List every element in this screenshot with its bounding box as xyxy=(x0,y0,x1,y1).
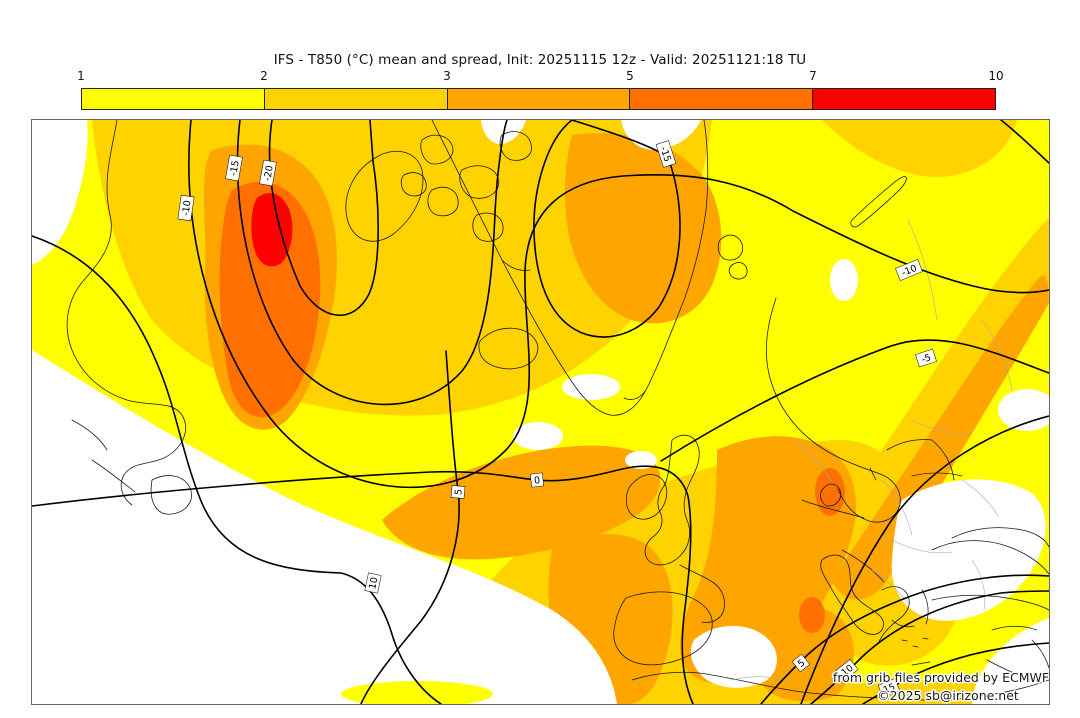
colorbar-ticks: 1 2 3 5 7 10 xyxy=(77,69,1003,84)
colorbar-segment-1-2 xyxy=(82,89,265,109)
colorbar-tick-label: 10 xyxy=(988,69,1004,83)
svg-text:-10: -10 xyxy=(900,263,919,279)
contour-minus10 xyxy=(188,120,1049,489)
svg-text:0: 0 xyxy=(534,475,541,487)
svg-text:10: 10 xyxy=(367,576,380,590)
svg-text:15: 15 xyxy=(882,682,897,697)
coast-bottom-right xyxy=(986,625,1049,681)
coast-arctic-islands xyxy=(345,131,532,242)
colorbar xyxy=(81,88,996,110)
contour-minus5 xyxy=(660,339,1049,462)
colorbar-tick-label: 3 xyxy=(443,69,451,83)
svg-text:-20: -20 xyxy=(262,165,276,182)
contour-labels: -20 -15 -15 -10 -10 -5 0 5 5 10 10 15 xyxy=(177,140,937,698)
coast-north-america xyxy=(66,120,192,515)
coast-british-isles xyxy=(626,434,700,566)
spread-fill-low xyxy=(32,120,1049,704)
contour-label--5: -5 xyxy=(915,348,937,368)
contour-label--10: -10 xyxy=(895,259,923,281)
contour-label-5: 5 xyxy=(791,653,811,673)
contour-label-10: 10 xyxy=(364,572,382,594)
svg-text:-15: -15 xyxy=(657,145,672,163)
contour-minus20 xyxy=(268,120,379,317)
coast-svalbard-novaya-zemlya xyxy=(717,176,907,280)
coast-scandinavia-baltic xyxy=(765,297,963,523)
svg-text:-15: -15 xyxy=(228,160,242,177)
contour-0-east xyxy=(800,415,1049,704)
attribution-line1: from grib files provided by ECMWF xyxy=(833,670,1049,685)
contour-label-0: 0 xyxy=(530,472,544,488)
contour-0 xyxy=(32,465,694,704)
contour-label-15: 15 xyxy=(877,678,901,698)
contour-label--20: -20 xyxy=(259,159,277,187)
svg-text:-5: -5 xyxy=(920,352,932,365)
colorbar-segment-5-7 xyxy=(630,89,814,109)
contour-label-10: 10 xyxy=(835,658,859,682)
contour-label-5: 5 xyxy=(450,485,466,499)
country-borders xyxy=(731,219,1013,683)
contour-5-west xyxy=(360,350,460,704)
contour-10-southeast xyxy=(810,590,1049,704)
colorbar-tick-label: 1 xyxy=(77,69,85,83)
contour-15-southeast xyxy=(862,642,1049,704)
spread-fill-7-10 xyxy=(251,193,293,267)
colorbar-segment-2-3 xyxy=(264,89,448,109)
svg-text:-10: -10 xyxy=(180,200,193,217)
contour-5-southeast xyxy=(760,574,1049,704)
svg-text:5: 5 xyxy=(453,489,464,496)
contour-top-right xyxy=(1000,120,1049,164)
contour-minus15-west xyxy=(236,120,508,406)
coast-france-iberia-africa xyxy=(613,564,1049,701)
colorbar-tick-label: 7 xyxy=(809,69,817,83)
coastlines xyxy=(66,120,1049,701)
contour-label--15: -15 xyxy=(225,154,243,182)
colorbar-segment-7-10 xyxy=(813,89,995,109)
coast-greenland-iceland xyxy=(431,120,709,416)
contour-10-west xyxy=(32,235,442,704)
colorbar-segment-3-5 xyxy=(447,89,631,109)
colorbar-tick-label: 5 xyxy=(626,69,634,83)
contour-label--15: -15 xyxy=(655,140,677,168)
chart-title: IFS - T850 (°C) mean and spread, Init: 2… xyxy=(273,52,807,68)
map-panel: -20 -15 -15 -10 -10 -5 0 5 5 10 10 15 from grib fil… xyxy=(31,119,1050,705)
contour-label--10: -10 xyxy=(177,194,195,222)
weather-map: -20 -15 -15 -10 -10 -5 0 5 5 10 10 15 from grib fil… xyxy=(32,120,1049,704)
svg-text:5: 5 xyxy=(796,658,808,670)
colorbar-tick-label: 2 xyxy=(260,69,268,83)
attribution-line2: ©2025 sb@irizone.net xyxy=(877,688,1019,703)
